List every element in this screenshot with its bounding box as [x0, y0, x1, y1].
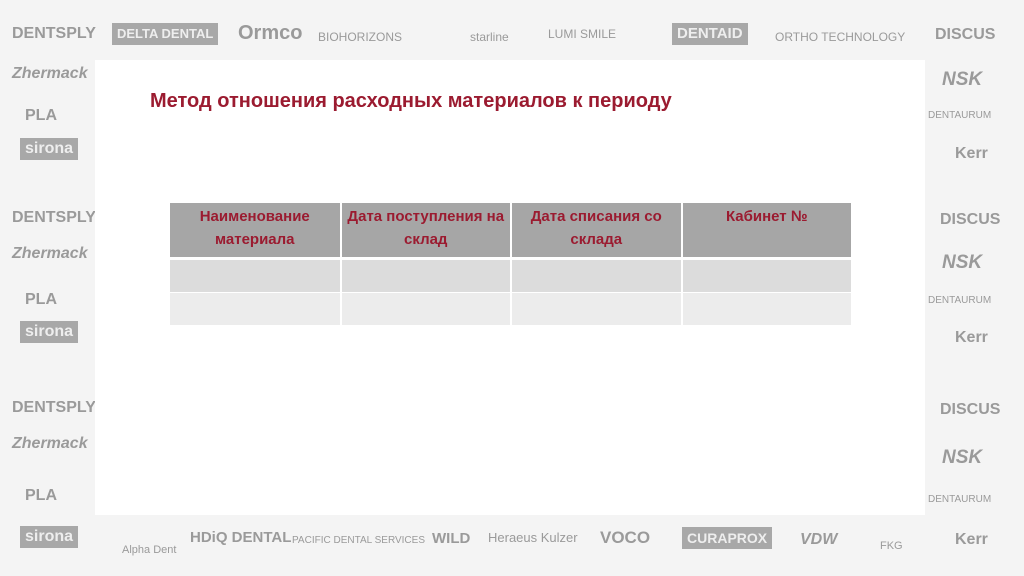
logo: Kerr [955, 329, 988, 346]
table-cell [511, 292, 683, 326]
column-header: Дата списания со склада [511, 203, 683, 260]
logo: NSK [942, 252, 983, 273]
logo: PLA [25, 107, 57, 124]
table-cell [340, 258, 512, 293]
logo: sirona [20, 321, 79, 343]
logo: starline [470, 30, 509, 44]
logo: NSK [942, 447, 983, 468]
logo: HDiQ DENTAL [190, 529, 292, 546]
logo: BIOHORIZONS [318, 30, 403, 44]
table-header-row: Наименование материала Дата поступления … [170, 203, 853, 260]
table-row [170, 258, 853, 293]
logo: DISCUS [935, 26, 996, 43]
logo: DENTSPLY [12, 399, 96, 416]
table-row [170, 292, 853, 326]
logo: VDW [800, 531, 838, 548]
logo: Kerr [955, 145, 988, 162]
logo: LUMI SMILE [548, 27, 617, 41]
logo: DELTA DENTAL [112, 23, 219, 45]
logo: Alpha Dent [122, 544, 177, 556]
logo: Zhermack [12, 245, 88, 262]
table-cell [681, 292, 853, 326]
logo: DENTAID [672, 23, 748, 45]
logo: PLA [25, 291, 57, 308]
logo: Zhermack [12, 435, 88, 452]
slide-title: Метод отношения расходных материалов к п… [150, 90, 672, 112]
materials-table: Наименование материала Дата поступления … [170, 203, 853, 326]
logo: DENTAURUM [928, 494, 992, 505]
table-cell [340, 292, 512, 326]
table-cell [511, 258, 683, 293]
table-cell [681, 258, 853, 293]
logo: PACIFIC DENTAL SERVICES [292, 535, 425, 546]
column-header: Дата поступления на склад [340, 203, 512, 260]
logo: sirona [20, 138, 79, 160]
logo: DENTAURUM [928, 110, 992, 121]
logo: DISCUS [940, 401, 1001, 418]
logo: VOCO [600, 528, 651, 547]
logo: NSK [942, 69, 983, 90]
column-header: Наименование материала [170, 203, 342, 260]
logo: ORTHO TECHNOLOGY [775, 30, 906, 44]
table-cell [170, 292, 342, 326]
logo: sirona [20, 526, 79, 548]
logo: PLA [25, 487, 57, 504]
logo: DENTSPLY [12, 25, 96, 42]
logo: Kerr [955, 531, 988, 548]
logo: Ormco [238, 22, 303, 44]
column-header: Кабинет № [681, 203, 853, 260]
logo: FKG [880, 540, 903, 552]
logo: DISCUS [940, 211, 1001, 228]
logo: CURAPROX [682, 527, 773, 549]
logo: DENTSPLY [12, 209, 96, 226]
table-cell [170, 258, 342, 293]
logo: WILD [432, 530, 471, 547]
logo: DENTAURUM [928, 295, 992, 306]
logo: Zhermack [12, 65, 88, 82]
logo: Heraeus Kulzer [488, 530, 578, 545]
